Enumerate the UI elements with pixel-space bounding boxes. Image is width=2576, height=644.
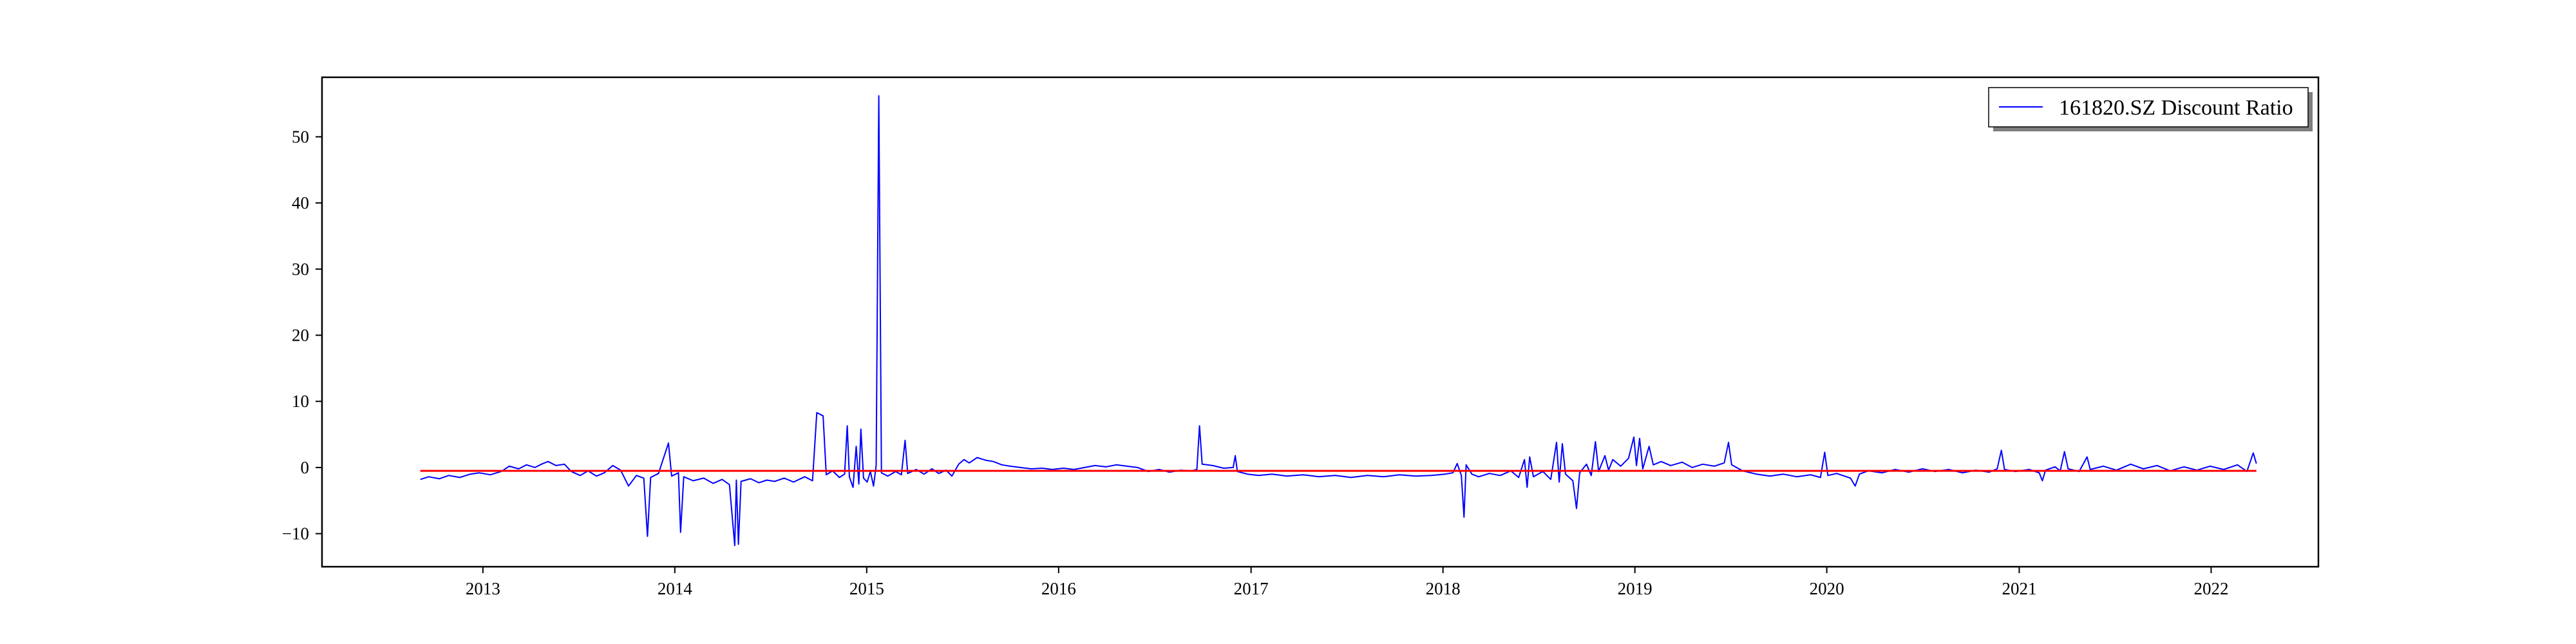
y-tick-label: −10: [282, 524, 309, 544]
x-tick-label: 2016: [1041, 579, 1076, 598]
y-tick-label: 30: [292, 260, 309, 279]
y-tick-label: 20: [292, 326, 309, 345]
y-axis: −10 0 10 20 30 40 50: [282, 127, 322, 544]
y-tick-label: 0: [301, 458, 310, 477]
x-tick-label: 2015: [849, 579, 884, 598]
y-tick-label: 10: [292, 392, 309, 411]
series-layer: [420, 95, 2257, 547]
x-tick-label: 2013: [466, 579, 500, 598]
x-tick-label: 2018: [1426, 579, 1461, 598]
legend: 161820.SZ Discount Ratio: [1988, 87, 2313, 131]
plot-frame: [321, 76, 2320, 568]
x-tick-label: 2019: [1618, 579, 1653, 598]
y-tick-label: 40: [292, 193, 309, 213]
legend-label: 161820.SZ Discount Ratio: [2059, 96, 2293, 120]
plot-area: [322, 77, 2318, 567]
x-tick-label: 2021: [2002, 579, 2036, 598]
x-tick-label: 2014: [658, 579, 693, 598]
x-tick-label: 2020: [1810, 579, 1844, 598]
y-tick-label: 50: [292, 127, 309, 146]
x-axis: 2013 2014 2015 2016 2017 2018 2019 2020 2021 2022: [466, 567, 2228, 598]
x-tick-label: 2017: [1234, 579, 1269, 598]
x-tick-label: 2022: [2193, 579, 2228, 598]
